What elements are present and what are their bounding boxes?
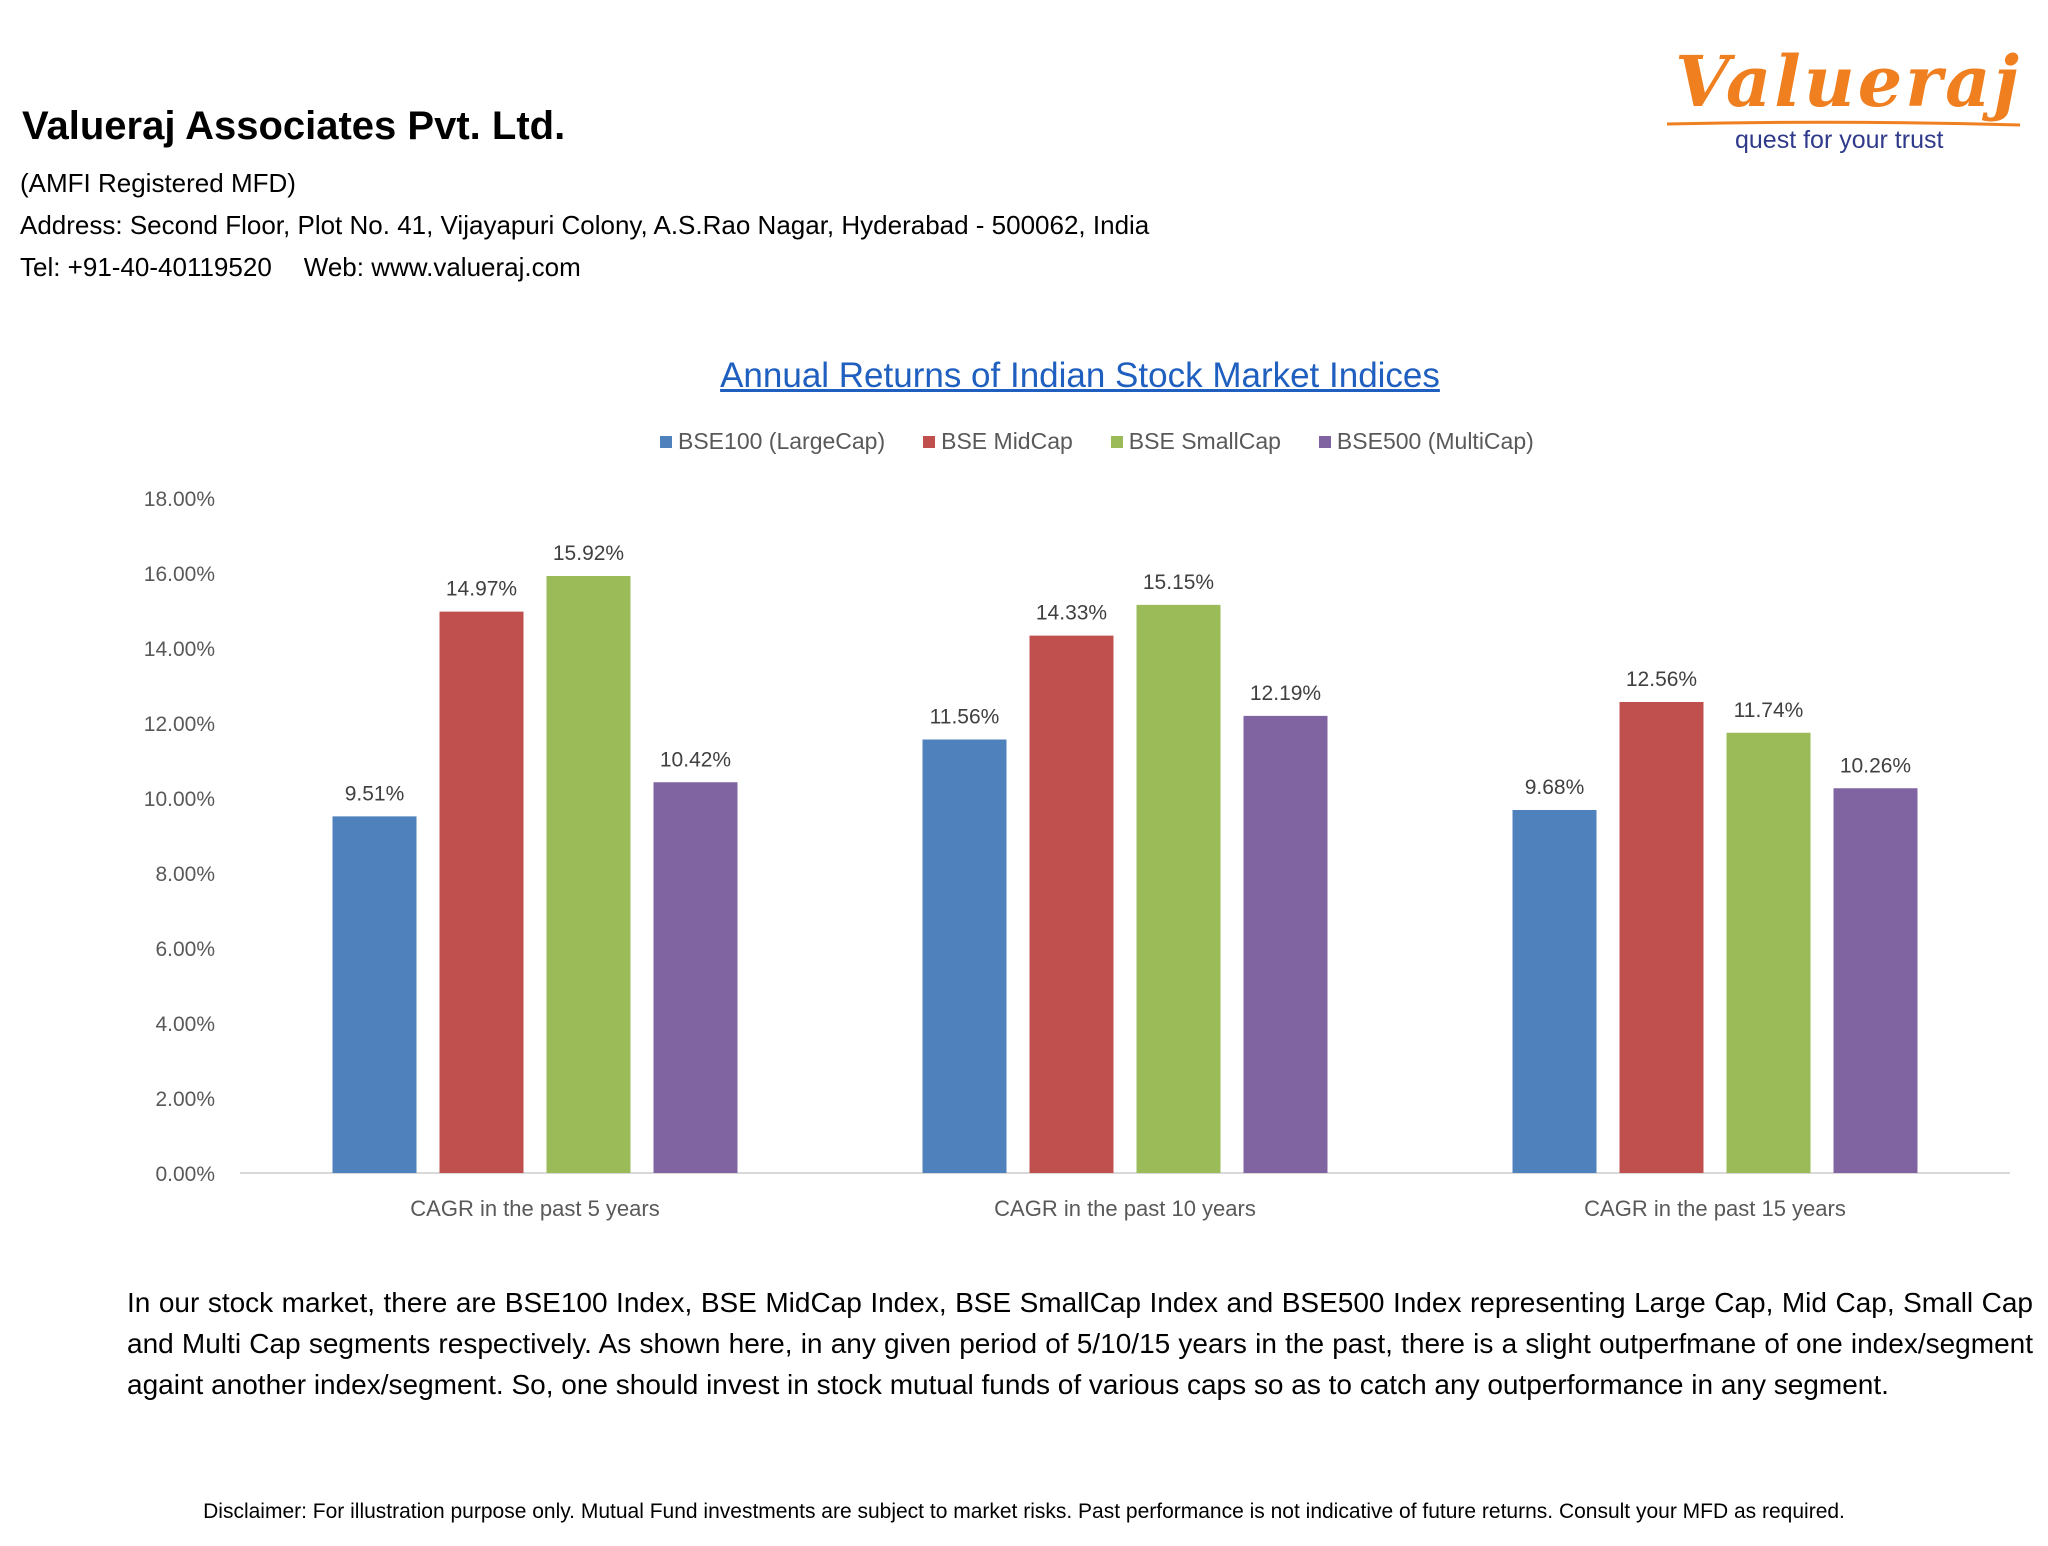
bar: [922, 739, 1007, 1173]
telephone-text: Tel: +91-40-40119520: [20, 252, 272, 282]
data-label: 10.42%: [660, 748, 731, 771]
data-label: 15.15%: [1143, 571, 1214, 594]
y-tick-label: 16.00%: [144, 563, 215, 586]
y-tick-label: 12.00%: [144, 713, 215, 736]
bar: [546, 576, 631, 1173]
bar: [1029, 635, 1114, 1173]
data-label: 10.26%: [1840, 754, 1911, 777]
legend-label: BSE MidCap: [941, 428, 1073, 454]
contact-line: Tel: +91-40-40119520 Web: www.valueraj.co…: [20, 252, 581, 283]
chart-title: Annual Returns of Indian Stock Market In…: [720, 356, 1440, 395]
data-label: 11.56%: [930, 706, 1000, 729]
registration-text: (AMFI Registered MFD): [20, 168, 296, 198]
y-tick-label: 18.00%: [144, 488, 215, 511]
disclaimer-text: Disclaimer: For illustration purpose onl…: [203, 1500, 1845, 1523]
data-label: 11.74%: [1734, 699, 1804, 722]
bar: [332, 816, 417, 1173]
address-text: Address: Second Floor, Plot No. 41, Vija…: [20, 210, 1150, 240]
data-label: 14.33%: [1036, 602, 1107, 625]
legend-swatch: [660, 435, 672, 448]
legend-item: BSE100 (LargeCap): [660, 428, 885, 455]
bar: [1243, 715, 1328, 1173]
data-label: 9.51%: [345, 782, 405, 805]
legend-item: BSE500 (MultiCap): [1318, 428, 1534, 455]
data-label: 15.92%: [553, 542, 624, 565]
y-tick-label: 6.00%: [155, 938, 215, 961]
chart-legend: BSE100 (LargeCap) BSE MidCap BSE SmallCap B…: [660, 428, 1572, 455]
data-label: 12.56%: [1626, 668, 1697, 691]
y-tick-label: 8.00%: [155, 863, 215, 886]
x-category-label: CAGR in the past 10 years: [994, 1196, 1256, 1221]
legend-swatch: [1318, 435, 1331, 448]
data-label: 14.97%: [446, 578, 517, 601]
y-tick-label: 4.00%: [155, 1013, 215, 1036]
x-category-label: CAGR in the past 15 years: [1584, 1196, 1846, 1221]
legend-label: BSE500 (MultiCap): [1336, 428, 1534, 454]
chart-canvas: 0.00% 2.00% 4.00% 6.00% 8.00% 10.00% 12.00% 14.…: [144, 488, 2010, 1221]
data-label: 9.68%: [1525, 776, 1585, 799]
bar: [1619, 702, 1704, 1173]
y-tick-label: 2.00%: [155, 1088, 215, 1111]
bar: [1726, 732, 1811, 1173]
y-tick-label: 10.00%: [144, 788, 215, 811]
x-category-label: CAGR in the past 5 years: [410, 1196, 659, 1221]
returns-chart: 0.00% 2.00% 4.00% 6.00% 8.00% 10.00% 12.00% 14.…: [0, 340, 2048, 1240]
legend-swatch: [1110, 435, 1123, 448]
logo-swoosh-icon: [1666, 120, 2021, 127]
valueraj-logo: Valueraj quest for your trust: [1665, 40, 2025, 160]
company-name: Valueraj Associates Pvt. Ltd.: [22, 104, 566, 148]
legend-label: BSE SmallCap: [1128, 428, 1281, 454]
bar: [1136, 604, 1221, 1173]
legend-item: BSE MidCap: [923, 428, 1073, 455]
legend-label: BSE100 (LargeCap): [678, 428, 886, 454]
logo-wordmark: Valueraj: [1675, 40, 2022, 123]
bar: [1833, 788, 1918, 1173]
y-tick-label: 0.00%: [155, 1163, 215, 1186]
website-text: Web: www.valueraj.com: [303, 252, 581, 282]
bar: [439, 611, 524, 1173]
description-paragraph: In our stock market, there are BSE100 In…: [127, 1287, 2033, 1400]
bar: [653, 782, 738, 1173]
legend-item: BSE SmallCap: [1110, 428, 1281, 455]
legend-swatch: [923, 435, 936, 448]
data-label: 12.19%: [1250, 682, 1321, 705]
y-tick-label: 14.00%: [144, 638, 215, 661]
logo-tagline: quest for your trust: [1735, 126, 1944, 154]
bar: [1512, 810, 1597, 1173]
